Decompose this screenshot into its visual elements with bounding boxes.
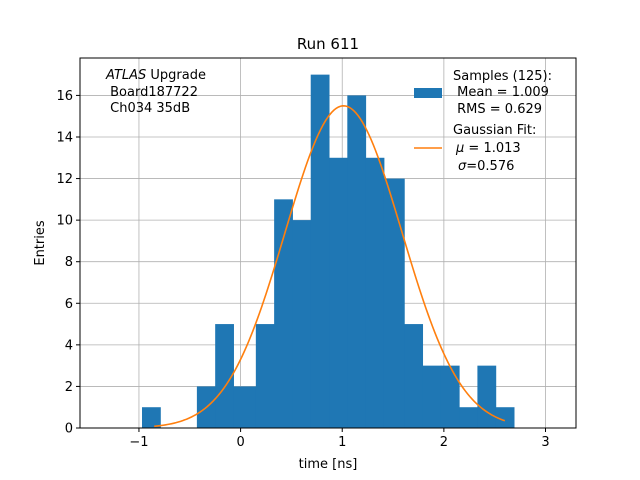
y-tick-label: 10 (56, 214, 73, 229)
annotation-line-1: ATLAS Upgrade (105, 68, 206, 83)
x-tick-label: −1 (129, 435, 148, 450)
legend-fit-mu: μ = 1.013 (455, 141, 521, 156)
annotation-line-2: Board187722 (106, 85, 198, 100)
histogram-bar (365, 157, 385, 429)
histogram-bar (310, 74, 330, 428)
histogram-bar (233, 386, 257, 428)
y-tick-label: 14 (56, 130, 73, 145)
legend: Samples (125): Mean = 1.009 RMS = 0.629 … (414, 69, 552, 174)
y-axis-label: Entries (33, 220, 48, 266)
legend-samples-mean: Mean = 1.009 (453, 85, 549, 100)
histogram-bar (255, 324, 275, 428)
legend-samples-rms: RMS = 0.629 (453, 102, 542, 117)
x-axis-label: time [ns] (299, 457, 358, 472)
histogram-bars (142, 74, 515, 429)
histogram-bar (383, 178, 405, 428)
legend-samples-title: Samples (125): (453, 69, 552, 84)
histogram-bar (347, 95, 367, 428)
legend-samples-swatch (414, 88, 442, 98)
annotation-line-3: Ch034 35dB (106, 101, 190, 116)
legend-sigma-symbol: σ (458, 159, 467, 174)
gaussian-fit-line (154, 105, 506, 428)
x-axis-ticks: −1 0 1 2 3 (129, 428, 550, 450)
y-tick-label: 12 (56, 172, 73, 187)
y-axis-ticks: 0 2 4 6 8 10 12 14 16 (56, 89, 80, 437)
annotation-upgrade: Upgrade (146, 68, 206, 83)
legend-mu-value: = 1.013 (464, 141, 520, 156)
legend-mu-symbol: μ (455, 141, 464, 156)
x-tick-label: 3 (541, 435, 549, 450)
histogram-bar (477, 365, 497, 428)
y-tick-label: 2 (65, 380, 73, 395)
legend-fit-title: Gaussian Fit: (453, 123, 536, 138)
y-tick-label: 0 (65, 422, 73, 437)
histogram-bar (495, 407, 515, 428)
chart-title: Run 611 (297, 35, 359, 53)
y-tick-label: 8 (65, 255, 73, 270)
y-tick-label: 6 (65, 297, 73, 312)
y-tick-label: 4 (65, 338, 73, 353)
legend-fit-sigma: σ=0.576 (458, 159, 514, 174)
histogram-bar (329, 157, 348, 429)
histogram-bar (215, 324, 234, 428)
histogram-bar (142, 407, 161, 428)
x-tick-label: 2 (440, 435, 448, 450)
histogram-bar (440, 365, 460, 428)
gaussian-fit-curve (154, 105, 506, 428)
histogram-bar (274, 199, 293, 428)
annotation-atlas: ATLAS (105, 68, 146, 83)
x-tick-label: 1 (338, 435, 346, 450)
plot-frame (79, 57, 577, 429)
x-tick-label: 0 (236, 435, 244, 450)
atlas-annotation: ATLAS Upgrade Board187722 Ch034 35dB (105, 68, 206, 116)
histogram-bar (292, 220, 312, 428)
histogram-bar (404, 324, 424, 428)
y-tick-label: 16 (56, 89, 73, 104)
legend-sigma-value: =0.576 (466, 159, 514, 174)
histogram-bar (459, 407, 478, 428)
histogram-bar (422, 365, 442, 428)
